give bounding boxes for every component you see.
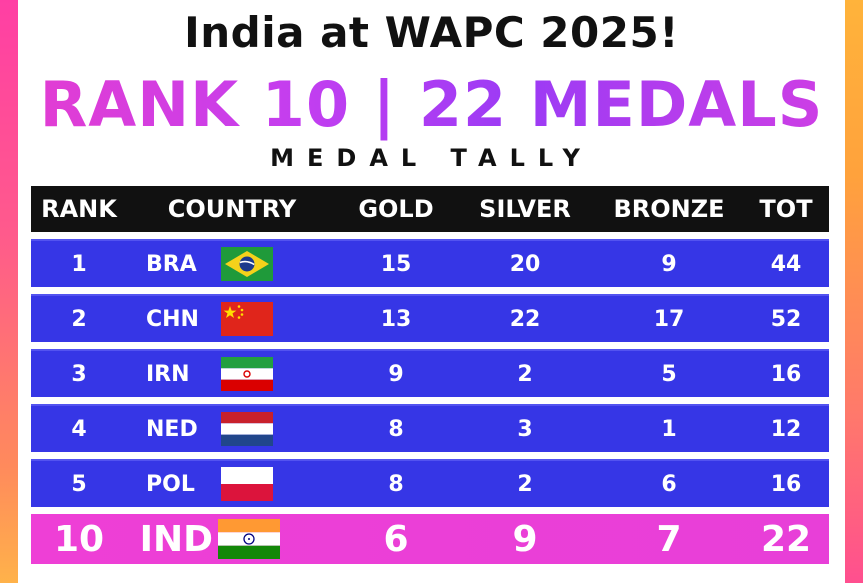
right-gradient-border [845,0,863,583]
total-cell: 12 [770,416,802,442]
rank-cell: 5 [71,471,87,497]
bronze-cell: 17 [653,306,685,332]
silver-cell: 20 [509,251,541,277]
country-cell: NED [127,412,337,446]
gold-cell: 9 [388,361,404,387]
bronze-cell: 9 [661,251,677,277]
table-header-row: RANK COUNTRY GOLD SILVER BRONZE TOT [31,186,829,232]
bronze-cell: 1 [661,416,677,442]
netherlands-flag-icon [221,412,273,446]
table-row: 1 BRA 15 20 9 44 [31,239,829,287]
gold-cell: 6 [383,518,409,560]
total-cell: 16 [770,471,802,497]
country-code: POL [146,471,195,497]
gold-cell: 8 [388,416,404,442]
silver-cell: 2 [517,471,533,497]
table-row-highlight: 10 IND 6 9 7 22 [31,514,829,564]
country-code: IRN [146,361,190,387]
rank-cell: 1 [71,251,87,277]
country-code: NED [146,416,198,442]
left-gradient-border [0,0,18,583]
iran-flag-icon [221,357,273,391]
india-flag-icon [218,519,280,559]
brazil-flag-icon [221,247,273,281]
table-row: 2 CHN 13 22 17 52 [31,294,829,342]
country-code: BRA [146,251,197,277]
column-header-silver: SILVER [479,195,571,223]
bronze-cell: 6 [661,471,677,497]
china-flag-icon [221,302,273,336]
rank-cell: 3 [71,361,87,387]
table-row: 4 NED 8 3 1 12 [31,404,829,452]
gold-cell: 15 [380,251,412,277]
country-cell: CHN [127,302,337,336]
country-cell: IND [127,519,337,560]
total-cell: 44 [770,251,802,277]
silver-cell: 3 [517,416,533,442]
bronze-cell: 7 [656,518,682,560]
country-cell: BRA [127,247,337,281]
total-cell: 52 [770,306,802,332]
total-cell: 16 [770,361,802,387]
medal-table: RANK COUNTRY GOLD SILVER BRONZE TOT 1 BR… [31,186,829,564]
column-header-total: TOT [759,195,813,223]
table-row: 5 POL 8 2 6 16 [31,459,829,507]
country-code: IND [139,518,213,560]
total-cell: 22 [760,518,812,560]
column-header-country: COUNTRY [167,195,297,223]
silver-cell: 2 [517,361,533,387]
medal-tally-subtitle: MEDAL TALLY [270,144,593,172]
rank-medals-headline: RANK 10 | 22 MEDALS [0,68,863,141]
gold-cell: 8 [388,471,404,497]
poster-title: India at WAPC 2025! [184,8,679,57]
country-cell: IRN [127,357,337,391]
table-row: 3 IRN 9 2 5 16 [31,349,829,397]
country-cell: POL [127,467,337,501]
poland-flag-icon [221,467,273,501]
column-header-gold: GOLD [358,195,434,223]
column-header-rank: RANK [41,195,117,223]
rank-cell: 2 [71,306,87,332]
silver-cell: 9 [512,518,538,560]
rank-cell: 4 [71,416,87,442]
gold-cell: 13 [380,306,412,332]
column-header-bronze: BRONZE [613,195,725,223]
silver-cell: 22 [509,306,541,332]
rank-cell: 10 [53,518,105,560]
bronze-cell: 5 [661,361,677,387]
country-code: CHN [146,306,199,332]
